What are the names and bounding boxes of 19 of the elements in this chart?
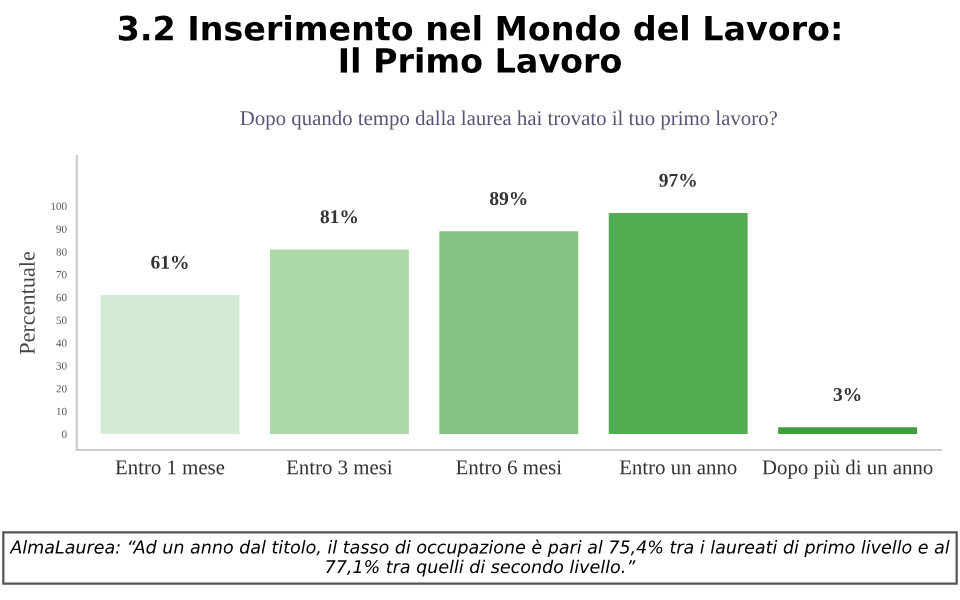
bar	[100, 295, 240, 435]
x-tick-label: Dopo più di un anno	[762, 459, 933, 479]
text: AlmaLaurea: “Ad un anno dal titolo, il tasso di occupazione è pari al 75,4% tra i laureati di primo livello e al 77,1% tra quelli di secondo livello.”	[9, 539, 950, 577]
bar	[439, 231, 579, 435]
bar	[608, 212, 748, 435]
data-label: 89%	[490, 191, 527, 206]
chart-subtitle: Dopo quando tempo dalla laurea hai trovato il tuo primo lavoro?	[240, 110, 777, 130]
y-axis-title: Percentuale	[19, 251, 35, 355]
data-label: 97%	[659, 173, 696, 187]
bar	[269, 249, 409, 435]
x-tick-label: Entro 6 mesi	[456, 460, 562, 475]
data-label: 3%	[833, 387, 861, 402]
chart-title: 3.2 Inserimento nel Mondo del Lavoro: Il Primo Lavoro	[118, 15, 840, 74]
data-label: 61%	[151, 255, 188, 269]
data-label: 81%	[320, 210, 358, 224]
bar	[778, 427, 918, 435]
x-tick-label: Entro un anno	[619, 460, 737, 475]
x-tick-label: Entro 3 mesi	[286, 460, 393, 475]
x-tick-label: Entro 1 mese	[115, 460, 225, 475]
